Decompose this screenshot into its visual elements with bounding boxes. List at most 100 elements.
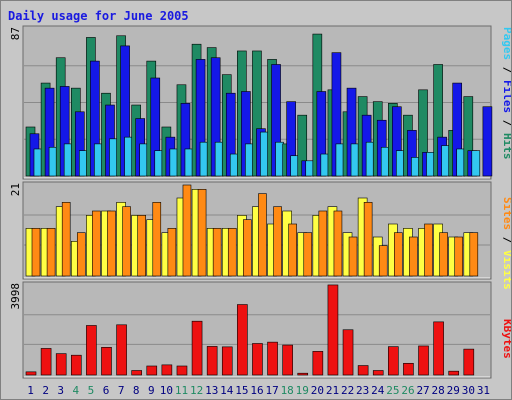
sites-bar [227, 228, 237, 277]
sites-bar [212, 228, 222, 277]
label-separator: / [501, 113, 511, 133]
x-tick-label: 30 [462, 384, 475, 397]
right-label: KBytes [501, 319, 511, 359]
sites-bar [46, 228, 56, 277]
kbytes-bar [161, 364, 173, 376]
kbytes-bar [372, 370, 384, 376]
x-tick-label: 28 [432, 384, 445, 397]
sites-bar [454, 236, 464, 277]
right-label: Pages / Files / Hits [501, 27, 511, 160]
pages-bar [471, 150, 481, 177]
sites-bar [348, 236, 358, 277]
sites-bar [76, 232, 86, 277]
x-tick-label: 27 [416, 384, 429, 397]
kbytes-bar [86, 325, 97, 376]
files-bar [482, 106, 493, 177]
x-tick-label: 20 [311, 384, 324, 397]
kbytes-bar [146, 365, 158, 376]
sites-bar [333, 210, 343, 277]
sites-bar [31, 228, 41, 277]
kbytes-bar [55, 353, 67, 376]
sites-bar [363, 202, 373, 277]
sites-bar [288, 223, 297, 277]
chart-title: Daily usage for June 2005 [8, 9, 189, 23]
legend-entry: Hits [501, 133, 511, 160]
kbytes-bar [342, 329, 354, 376]
y-max-label: 87 [9, 27, 22, 40]
kbytes-bar [101, 347, 112, 376]
x-tick-label: 26 [401, 384, 414, 397]
sites-bar [378, 245, 388, 277]
right-legend-labels: Pages / Files / Hits Sites / Visits KBytes [501, 27, 511, 359]
x-tick-label: 8 [133, 384, 140, 397]
legend-entry: Sites [501, 197, 511, 230]
sites-bar [409, 236, 418, 277]
sites-bar [424, 223, 433, 277]
kbytes-bar [297, 372, 309, 376]
x-axis-day-labels: 1 2 3 4 5 6 7 8 9 10 11 12 13 14 15 16 17 18 19 20 21 22 23 24 2… [27, 384, 490, 397]
kbytes-bar [25, 371, 37, 376]
sites-bar [469, 232, 479, 277]
x-tick-label: 15 [235, 384, 248, 397]
kbytes-bar [267, 341, 278, 376]
x-tick-label: 19 [296, 384, 309, 397]
x-tick-label: 2 [42, 384, 49, 397]
y-max-label: 21 [9, 183, 22, 196]
legend-entry: KBytes [501, 319, 511, 359]
kbytes-bar [282, 344, 293, 376]
label-separator: / [501, 60, 511, 80]
sites-bar [273, 206, 282, 277]
x-tick-label: 7 [118, 384, 125, 397]
sites-bar [92, 210, 101, 277]
sites-bar [167, 228, 177, 277]
x-tick-label: 29 [447, 384, 460, 397]
x-tick-label: 11 [175, 384, 188, 397]
x-tick-label: 1 [27, 384, 34, 397]
kbytes-bar [191, 320, 203, 376]
x-tick-label: 22 [341, 384, 354, 397]
y-axis-max-labels: 87 21 3998 [9, 27, 22, 310]
sites-bar [303, 232, 313, 277]
x-tick-label: 9 [148, 384, 155, 397]
sites-bar [394, 232, 403, 277]
kbytes-bar [388, 346, 399, 376]
x-tick-label: 23 [356, 384, 369, 397]
kbytes-bar [116, 324, 127, 376]
kbytes-bar [206, 346, 218, 376]
kbytes-bar [221, 346, 233, 376]
visits-sites-panel [22, 181, 492, 280]
sites-bar [122, 206, 131, 277]
legend-entry: Visits [501, 250, 511, 290]
legend-entry: Pages [501, 27, 511, 60]
hits-files-pages-panel [22, 25, 493, 180]
kbytes-bar [312, 351, 324, 376]
x-tick-label: 6 [103, 384, 110, 397]
x-tick-label: 25 [386, 384, 399, 397]
x-tick-label: 16 [250, 384, 263, 397]
legend-entry: Files [501, 80, 511, 113]
x-tick-label: 12 [190, 384, 203, 397]
kbytes-bar [418, 345, 429, 376]
x-tick-label: 24 [371, 384, 385, 397]
kbytes-bar [176, 365, 188, 376]
sites-bar [197, 189, 207, 277]
x-tick-label: 18 [281, 384, 294, 397]
x-tick-label: 31 [477, 384, 490, 397]
sites-bar [152, 202, 162, 277]
kbytes-bar [40, 348, 52, 376]
sites-bar [318, 210, 328, 277]
sites-bar [243, 219, 252, 277]
x-tick-label: 21 [326, 384, 339, 397]
label-separator: / [501, 230, 511, 250]
kbytes-bar [433, 321, 444, 376]
right-label: Sites / Visits [501, 197, 511, 290]
kbytes-bar [448, 370, 460, 376]
kbytes-bar [463, 348, 475, 376]
x-tick-label: 3 [57, 384, 64, 397]
kbytes-bar [327, 284, 339, 376]
x-tick-label: 14 [220, 384, 234, 397]
kbytes-bar [403, 362, 414, 376]
sites-bar [258, 193, 267, 277]
